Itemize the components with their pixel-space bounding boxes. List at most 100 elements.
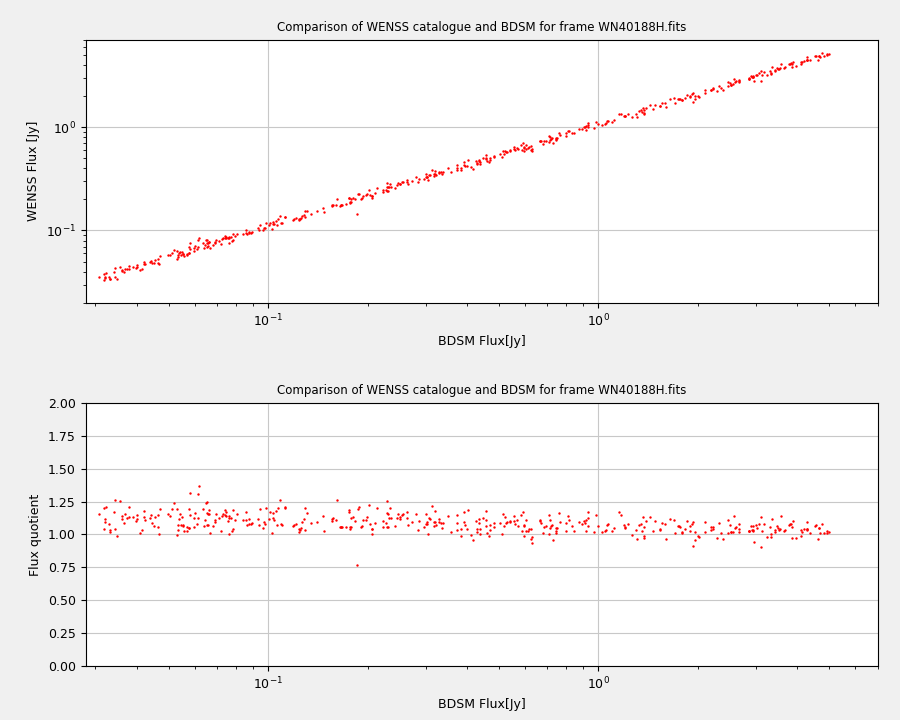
Point xyxy=(294,516,309,528)
Point xyxy=(500,516,514,528)
Point xyxy=(757,66,771,78)
Point xyxy=(812,523,826,534)
Point xyxy=(183,237,197,248)
Point xyxy=(479,149,493,161)
Point xyxy=(706,523,721,535)
Point xyxy=(559,525,573,536)
Point xyxy=(108,262,122,274)
Point xyxy=(500,146,514,158)
Point xyxy=(115,510,130,521)
Point xyxy=(634,104,649,116)
Point xyxy=(581,122,596,133)
Point xyxy=(382,181,397,193)
Point xyxy=(814,518,829,529)
Point xyxy=(618,522,633,534)
Point xyxy=(326,512,340,523)
Point xyxy=(812,50,826,62)
Point xyxy=(732,523,746,534)
Point xyxy=(709,86,724,97)
Point xyxy=(785,62,799,73)
Point xyxy=(126,261,140,273)
Point xyxy=(352,501,366,513)
Point xyxy=(122,260,136,271)
Point xyxy=(180,249,194,261)
Point xyxy=(508,518,522,530)
Point xyxy=(436,166,450,178)
Point xyxy=(724,526,738,538)
Point xyxy=(218,509,232,521)
Point xyxy=(171,519,185,531)
Point xyxy=(266,218,281,230)
Point xyxy=(473,158,488,170)
Point xyxy=(799,54,814,66)
Point xyxy=(599,518,614,530)
Point xyxy=(612,507,626,518)
Point xyxy=(683,91,698,103)
Point xyxy=(450,164,464,176)
Point xyxy=(410,172,424,184)
Point xyxy=(635,511,650,523)
Point xyxy=(364,191,379,202)
X-axis label: BDSM Flux[Jy]: BDSM Flux[Jy] xyxy=(437,335,526,348)
Point xyxy=(657,518,671,530)
Point xyxy=(376,184,391,196)
Point xyxy=(191,235,205,246)
Point xyxy=(382,512,397,523)
Point xyxy=(725,78,740,90)
Point xyxy=(685,518,699,530)
Point xyxy=(564,521,579,532)
Point xyxy=(487,518,501,529)
Point xyxy=(499,517,513,528)
Point xyxy=(753,511,768,523)
Point xyxy=(263,505,277,517)
Point xyxy=(325,513,339,525)
Point xyxy=(265,223,279,235)
Point xyxy=(118,508,132,520)
Point xyxy=(777,62,791,73)
Point xyxy=(482,154,497,166)
Point xyxy=(287,213,302,225)
Point xyxy=(786,516,800,527)
Point xyxy=(549,526,563,537)
Point xyxy=(526,531,540,543)
Point xyxy=(581,506,596,518)
Point xyxy=(170,524,184,536)
Point xyxy=(436,517,450,528)
Point xyxy=(102,518,116,530)
Point xyxy=(420,171,435,182)
Point xyxy=(820,49,834,60)
Point xyxy=(721,514,735,526)
Point xyxy=(785,532,799,544)
Point xyxy=(698,526,712,538)
Point xyxy=(420,518,435,529)
Point xyxy=(215,508,230,520)
Point xyxy=(817,50,832,61)
Point xyxy=(561,510,575,522)
Point xyxy=(98,513,112,525)
Point xyxy=(578,122,592,133)
Point xyxy=(242,226,256,238)
Point xyxy=(239,228,254,240)
Point xyxy=(809,50,824,61)
Point xyxy=(223,231,238,243)
Point xyxy=(228,230,242,242)
Point xyxy=(686,516,700,527)
Point xyxy=(637,521,652,533)
Point xyxy=(213,526,228,537)
Point xyxy=(590,119,605,130)
Point xyxy=(107,523,122,535)
Point xyxy=(628,108,643,120)
Point xyxy=(118,263,132,274)
Point xyxy=(533,515,547,526)
Point xyxy=(137,258,151,269)
Point xyxy=(343,197,357,209)
Point xyxy=(176,248,191,259)
Point xyxy=(359,189,374,201)
Point xyxy=(652,524,667,536)
Point xyxy=(652,100,667,112)
Point xyxy=(400,178,415,189)
Point xyxy=(183,243,197,254)
Point xyxy=(757,518,771,529)
Point xyxy=(422,512,436,523)
Point xyxy=(777,526,791,537)
